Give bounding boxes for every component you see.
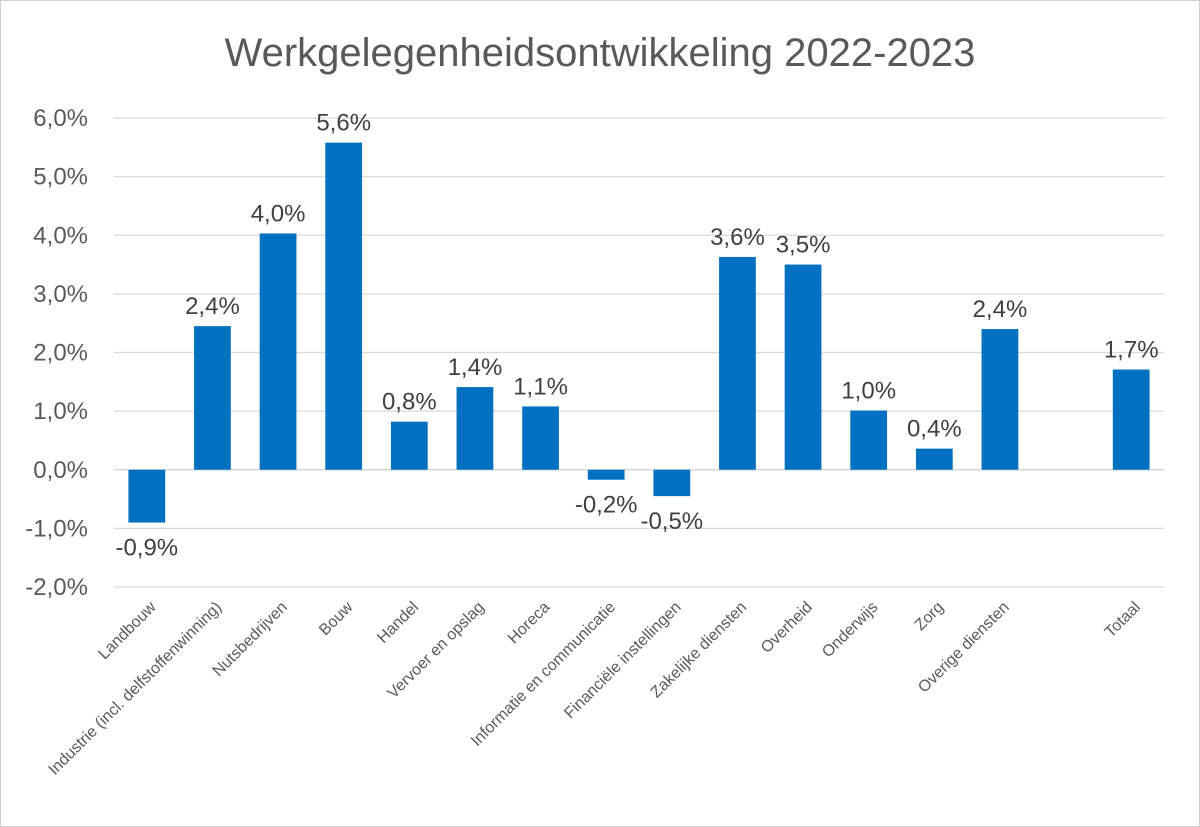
data-label: 1,0% bbox=[841, 378, 896, 405]
data-label: 4,0% bbox=[251, 200, 306, 227]
bar bbox=[587, 469, 625, 480]
x-tick-label: Onderwijs bbox=[819, 599, 881, 661]
chart-title: Werkgelegenheidsontwikkeling 2022-2023 bbox=[225, 31, 976, 75]
x-tick-label: Handel bbox=[374, 599, 422, 647]
data-label: 3,5% bbox=[776, 232, 831, 259]
bar bbox=[259, 233, 297, 470]
y-tick-label: 1,0% bbox=[33, 398, 88, 425]
data-label: 1,1% bbox=[513, 373, 568, 400]
x-tick-label: Horeca bbox=[505, 599, 554, 648]
y-tick-label: 6,0% bbox=[33, 105, 88, 132]
bar bbox=[784, 264, 822, 470]
data-label: 0,4% bbox=[907, 416, 962, 443]
y-tick-label: 0,0% bbox=[33, 457, 88, 484]
data-label: 2,4% bbox=[185, 293, 240, 320]
x-tick-label: Totaal bbox=[1102, 599, 1144, 641]
bar bbox=[653, 469, 691, 497]
data-label: 2,4% bbox=[973, 296, 1028, 323]
x-tick-label: Overheid bbox=[758, 599, 816, 657]
bar bbox=[1112, 369, 1150, 470]
y-tick-label: -2,0% bbox=[25, 574, 88, 601]
bar bbox=[850, 410, 888, 470]
y-tick-label: 3,0% bbox=[33, 281, 88, 308]
bar bbox=[325, 142, 363, 470]
y-tick-label: 4,0% bbox=[33, 222, 88, 249]
bar bbox=[915, 448, 953, 470]
bars bbox=[128, 142, 1150, 523]
data-labels: -0,9% 2,4% 4,0% 5,6% 0,8% 1,4% 1,1% -0,2%-0,5% 3… bbox=[115, 110, 1158, 562]
bar bbox=[719, 256, 756, 470]
data-label: 3,6% bbox=[710, 224, 765, 251]
data-label: -0,2% bbox=[575, 492, 638, 519]
bar bbox=[456, 387, 494, 470]
data-label: 1,4% bbox=[448, 354, 503, 381]
gridlines bbox=[114, 117, 1164, 588]
x-tick-label: Landbouw bbox=[95, 598, 160, 663]
bar bbox=[194, 326, 231, 470]
y-tick-label: 5,0% bbox=[33, 164, 88, 191]
data-label: 1,7% bbox=[1104, 337, 1159, 364]
y-tick-label: 2,0% bbox=[33, 340, 88, 367]
bar bbox=[128, 469, 166, 523]
x-tick-label: Bouw bbox=[316, 598, 357, 639]
y-axis-ticks: -2,0% -1,0% 0,0% 1,0% 2,0% 3,0% 4,0% 5,0% 6,0% bbox=[25, 105, 88, 601]
bar bbox=[981, 329, 1019, 470]
data-label: -0,9% bbox=[115, 535, 178, 562]
x-tick-label: Financiële instellingen bbox=[561, 599, 684, 722]
y-tick-label: -1,0% bbox=[25, 515, 88, 542]
data-label: 0,8% bbox=[382, 389, 437, 416]
data-label: 5,6% bbox=[316, 110, 371, 137]
bar bbox=[390, 421, 428, 470]
data-label: -0,5% bbox=[640, 508, 703, 535]
bar bbox=[522, 406, 559, 470]
x-tick-label: Zorg bbox=[912, 599, 947, 634]
